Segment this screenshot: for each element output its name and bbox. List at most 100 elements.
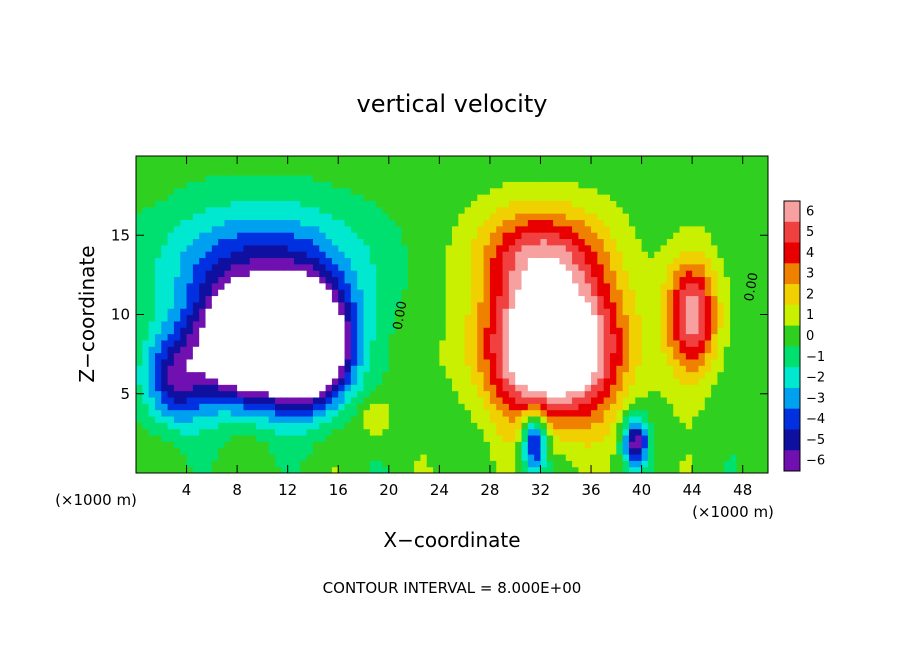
heatmap-cell <box>167 289 175 297</box>
heatmap-cell <box>755 453 763 461</box>
heatmap-cell <box>218 270 226 278</box>
heatmap-cell <box>338 276 346 284</box>
heatmap-cell <box>338 403 346 411</box>
heatmap-cell <box>256 244 263 252</box>
heatmap-cell <box>572 352 579 360</box>
heatmap-cell <box>458 396 466 404</box>
heatmap-cell <box>572 301 579 309</box>
heatmap-cell <box>647 415 655 423</box>
heatmap-cell <box>306 390 314 398</box>
heatmap-cell <box>300 282 308 290</box>
heatmap-cell <box>717 270 725 278</box>
heatmap-cell <box>382 346 390 354</box>
heatmap-cell <box>224 396 232 404</box>
heatmap-cell <box>237 447 245 455</box>
heatmap-cell <box>331 314 339 322</box>
heatmap-cell <box>262 466 270 473</box>
heatmap-cell <box>458 238 466 246</box>
heatmap-cell <box>654 339 662 347</box>
heatmap-cell <box>173 168 181 176</box>
heatmap-cell <box>376 295 384 303</box>
heatmap-cell <box>407 238 415 246</box>
heatmap-cell <box>426 295 434 303</box>
heatmap-cell <box>256 434 263 442</box>
heatmap-cell <box>224 270 232 278</box>
heatmap-cell <box>610 415 617 423</box>
heatmap-cell <box>401 384 409 392</box>
heatmap-cell <box>237 295 245 303</box>
heatmap-cell <box>186 194 194 201</box>
heatmap-cell <box>704 441 712 449</box>
heatmap-cell <box>527 333 535 341</box>
heatmap-cell <box>452 428 459 436</box>
heatmap-cell <box>679 320 687 328</box>
heatmap-cell <box>237 244 245 252</box>
heatmap-cell <box>622 339 630 347</box>
heatmap-cell <box>578 181 586 189</box>
heatmap-cell <box>426 441 434 449</box>
heatmap-cell <box>628 396 636 404</box>
heatmap-cell <box>407 219 415 227</box>
heatmap-cell <box>591 409 598 417</box>
heatmap-cell <box>445 434 453 442</box>
heatmap-cell <box>692 289 700 297</box>
heatmap-cell <box>306 466 314 473</box>
heatmap-cell <box>483 434 491 442</box>
heatmap-cell <box>325 428 333 436</box>
heatmap-cell <box>243 320 251 328</box>
heatmap-cell <box>420 466 428 473</box>
heatmap-cell <box>477 327 485 335</box>
heatmap-cell <box>414 403 421 411</box>
heatmap-cell <box>338 308 346 316</box>
heatmap-cell <box>521 333 529 341</box>
heatmap-cell <box>521 200 529 208</box>
heatmap-cell <box>173 339 181 347</box>
heatmap-cell <box>199 460 207 468</box>
heatmap-cell <box>755 206 763 214</box>
heatmap-cell <box>616 422 624 430</box>
heatmap-cell <box>635 327 643 335</box>
heatmap-cell <box>515 409 523 417</box>
heatmap-cell <box>445 377 453 385</box>
heatmap-cell <box>717 453 725 461</box>
heatmap-cell <box>199 156 207 163</box>
heatmap-cell <box>610 460 617 468</box>
heatmap-cell <box>572 244 579 252</box>
heatmap-cell <box>635 282 643 290</box>
heatmap-cell <box>515 358 523 366</box>
heatmap-cell <box>142 460 150 468</box>
heatmap-cell <box>559 213 567 220</box>
heatmap-cell <box>540 314 548 322</box>
heatmap-cell <box>294 365 301 373</box>
heatmap-cell <box>300 447 308 455</box>
heatmap-cell <box>205 371 213 379</box>
heatmap-cell <box>148 466 156 473</box>
heatmap-cell <box>249 390 257 398</box>
heatmap-cell <box>186 333 194 341</box>
heatmap-cell <box>205 168 213 176</box>
heatmap-cell <box>350 219 358 227</box>
heatmap-cell <box>464 434 472 442</box>
heatmap-cell <box>376 384 384 392</box>
heatmap-cell <box>382 232 390 240</box>
heatmap-cell <box>262 422 270 430</box>
heatmap-cell <box>205 365 213 373</box>
heatmap-cell <box>420 244 428 252</box>
heatmap-cell <box>483 257 491 265</box>
heatmap-cell <box>584 181 592 189</box>
heatmap-cell <box>218 257 226 265</box>
heatmap-cell <box>641 219 649 227</box>
heatmap-cell <box>376 168 384 176</box>
heatmap-cell <box>344 257 352 265</box>
heatmap-cell <box>338 289 346 297</box>
heatmap-cell <box>508 194 516 201</box>
heatmap-cell <box>742 206 750 214</box>
heatmap-cell <box>268 434 276 442</box>
heatmap-cell <box>464 447 472 455</box>
heatmap-cell <box>268 365 276 373</box>
heatmap-cell <box>660 238 668 246</box>
heatmap-cell <box>382 168 390 176</box>
heatmap-cell <box>761 257 768 265</box>
heatmap-cell <box>477 257 485 265</box>
heatmap-cell <box>572 181 579 189</box>
